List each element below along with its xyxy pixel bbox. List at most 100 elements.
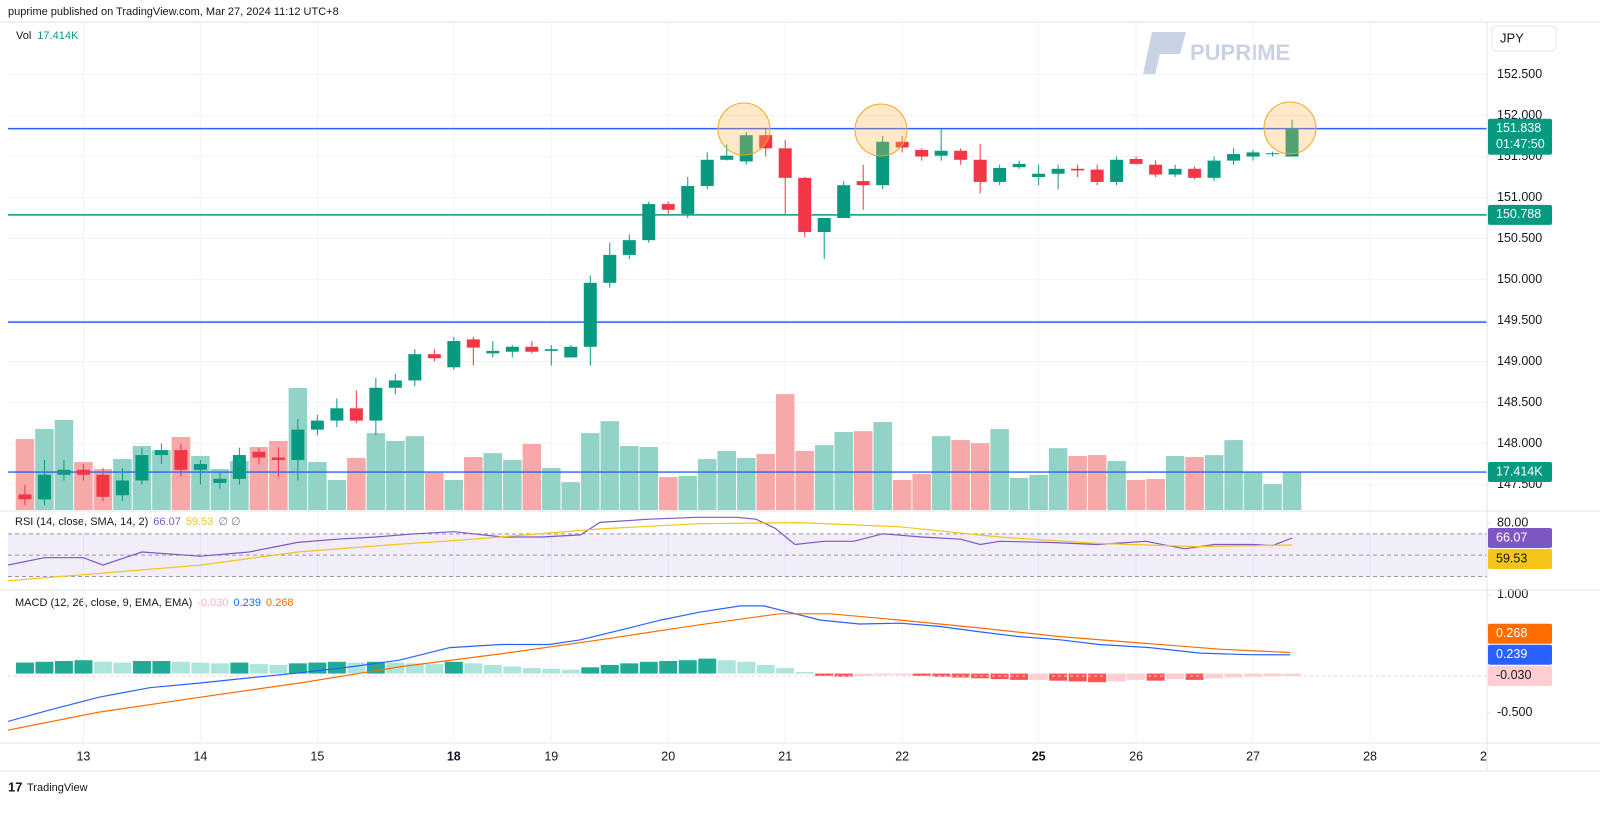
x-tick-label: 18 <box>447 749 461 763</box>
candle-body <box>37 474 51 500</box>
histogram-bar <box>1166 673 1185 680</box>
volume-bar <box>1107 460 1126 510</box>
histogram-bar <box>795 672 814 674</box>
candle-body <box>369 387 383 421</box>
histogram-bar <box>912 673 931 676</box>
price-badge <box>1488 528 1552 549</box>
histogram-bar <box>893 673 912 676</box>
pane <box>8 605 1487 731</box>
volume-bar <box>834 432 853 510</box>
volume-bar <box>600 421 620 510</box>
candle-body <box>544 349 558 351</box>
candle-body <box>466 339 480 348</box>
histogram-bar <box>951 673 970 678</box>
histogram-bar <box>1010 673 1029 680</box>
candle-body <box>915 149 929 157</box>
candle-body <box>330 408 344 421</box>
candle-body <box>954 150 968 160</box>
currency-label[interactable]: JPY <box>1500 30 1524 45</box>
histogram-bar <box>659 660 678 674</box>
histogram-bar <box>1088 673 1107 683</box>
candle-body <box>661 204 675 210</box>
volume-bar <box>931 436 951 510</box>
price-badge-label: 0.239 <box>1496 647 1527 661</box>
histogram-bar <box>854 673 873 676</box>
price-badge-label: 150.788 <box>1496 207 1541 221</box>
candle-body <box>681 186 695 214</box>
volume-bar <box>892 479 912 510</box>
histogram-bar <box>152 660 171 674</box>
volume-bar <box>152 450 171 510</box>
histogram-bar <box>932 673 951 677</box>
volume-bar <box>386 440 405 510</box>
price-badge-label: 151.838 <box>1496 121 1541 135</box>
candle-body <box>213 478 227 483</box>
volume-bar <box>717 450 736 510</box>
volume-bar <box>327 479 347 510</box>
histogram-bar <box>600 664 619 674</box>
candle-body <box>622 240 636 255</box>
candle-body <box>18 494 32 500</box>
candle-body <box>1110 159 1124 182</box>
rsi-sma-value: 59.53 <box>186 516 214 528</box>
candle-body <box>505 346 519 352</box>
footer-text: TradingView <box>27 782 88 794</box>
histogram-bar <box>425 664 444 674</box>
volume-bar <box>990 428 1009 510</box>
price-badge-label: 59.53 <box>1496 551 1527 565</box>
candle-body <box>856 181 870 186</box>
volume-bar <box>912 474 931 510</box>
volume-bar <box>1243 472 1263 510</box>
candle-body <box>759 135 773 149</box>
candle-body <box>642 204 656 241</box>
price-badge <box>1488 462 1552 483</box>
highlight-circle <box>1263 101 1317 155</box>
macd-hist-value: -0.030 <box>197 597 228 609</box>
price-badge <box>1488 623 1552 644</box>
histogram-bar <box>678 660 697 674</box>
candle-body <box>1149 164 1163 175</box>
x-tick-label: 28 <box>1363 749 1377 763</box>
candle-body <box>174 450 188 470</box>
x-tick-label: 13 <box>76 749 90 763</box>
macd-signal-value: 0.268 <box>266 597 294 609</box>
volume-bar <box>1165 455 1185 510</box>
candle-body <box>564 346 578 358</box>
candle-body <box>603 254 617 283</box>
histogram-bar <box>366 661 385 674</box>
histogram-bar <box>756 664 775 674</box>
histogram-bar <box>698 658 717 674</box>
highlight-circle <box>854 103 908 157</box>
volume-bar <box>1009 477 1029 510</box>
candle-body <box>973 159 987 182</box>
histogram-bar <box>815 673 834 676</box>
volume-bar <box>814 445 834 510</box>
histogram-bar <box>1127 673 1146 680</box>
price-badge <box>1488 665 1552 686</box>
histogram-bar <box>1029 673 1048 680</box>
candle-body <box>934 150 948 156</box>
candle-body <box>115 480 129 496</box>
volume-bar <box>1263 484 1282 510</box>
y-tick-label: 150.000 <box>1497 272 1542 286</box>
volume-bar <box>347 457 366 510</box>
volume-bar <box>697 459 717 510</box>
candle-body <box>193 464 207 470</box>
volume-bar <box>853 431 873 510</box>
histogram-bar <box>873 673 892 676</box>
price-badge-label: 0.268 <box>1496 626 1527 640</box>
candle-body <box>252 451 266 458</box>
histogram-bar <box>581 667 600 674</box>
volume-bar <box>308 462 327 510</box>
currency-button[interactable] <box>1491 25 1557 52</box>
candle-body <box>876 141 890 186</box>
histogram-bar <box>542 668 561 674</box>
rsi-band <box>8 533 1487 577</box>
histogram-bar <box>132 660 151 674</box>
publisher-line: puprime published on TradingView.com, Ma… <box>8 6 339 18</box>
macd-value: 0.239 <box>233 597 261 609</box>
candle-body <box>817 218 831 232</box>
price-badge <box>1488 118 1552 155</box>
x-tick-label: 26 <box>1129 749 1143 763</box>
y-tick-label: 149.000 <box>1497 354 1542 368</box>
